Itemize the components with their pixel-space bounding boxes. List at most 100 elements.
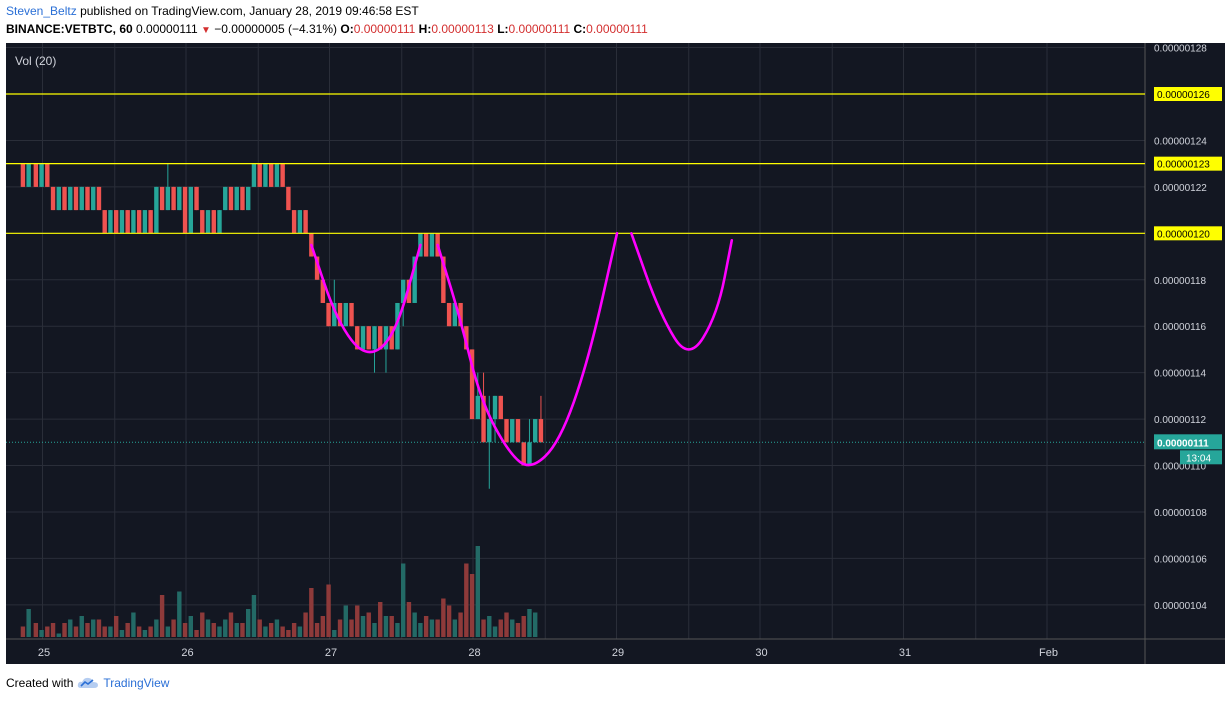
candle-body: [246, 186, 251, 211]
down-triangle-icon: ▼: [201, 25, 211, 36]
candle-body: [469, 349, 475, 420]
level-price-tag: [1154, 87, 1222, 101]
candle-body: [205, 210, 211, 234]
volume-bar: [286, 630, 291, 637]
author-link[interactable]: Steven_Beltz: [6, 4, 77, 18]
volume-bar: [435, 619, 440, 637]
volume-bar: [136, 626, 142, 637]
volume-bar: [446, 605, 452, 637]
volume-bar: [337, 619, 343, 637]
high-label: H:: [418, 22, 432, 36]
candle-body: [280, 163, 285, 187]
volume-bar: [452, 619, 458, 637]
candle-body: [412, 256, 417, 303]
countdown-tag: [1180, 450, 1222, 465]
volume-bar: [56, 633, 61, 637]
level-price-label: 0.00000120: [1157, 229, 1210, 240]
candle-body: [504, 419, 509, 443]
candle-body: [45, 163, 50, 187]
candle-body: [102, 210, 107, 234]
tradingview-cloud-icon: [78, 677, 99, 688]
volume-bar: [475, 546, 481, 637]
candle-body: [395, 302, 400, 350]
close-label: C:: [573, 22, 587, 36]
volume-bar: [217, 626, 222, 637]
candle-body: [131, 210, 136, 234]
y-tick-label: 0.00000108: [1154, 508, 1207, 519]
volume-bar: [45, 626, 50, 637]
candle-body: [521, 442, 526, 466]
candle-body: [56, 186, 61, 211]
open-value: 0.00000111: [353, 22, 416, 36]
candle-body: [320, 279, 326, 303]
tradingview-link[interactable]: TradingView: [103, 676, 170, 690]
volume-bar: [119, 630, 125, 637]
low-value: 0.00000111: [508, 22, 571, 36]
volume-bar: [113, 616, 119, 637]
volume-bar: [240, 623, 245, 637]
countdown-label: 13:04: [1186, 453, 1211, 464]
y-tick-label: 0.00000110: [1154, 462, 1207, 473]
volume-bar: [492, 626, 498, 637]
volume-bar: [125, 623, 130, 637]
level-price-label: 0.00000126: [1157, 90, 1210, 101]
level-price-label: 0.00000123: [1157, 160, 1210, 171]
candle-body: [378, 326, 383, 350]
volume-bar: [33, 623, 39, 637]
chart-background: [6, 43, 1225, 664]
volume-bar: [389, 616, 394, 637]
volume-bar: [332, 630, 337, 637]
volume-bar: [469, 574, 475, 637]
high-value: 0.00000113: [431, 22, 494, 36]
candle-body: [33, 163, 39, 187]
open-label: O:: [340, 22, 354, 36]
candle-body: [96, 186, 102, 211]
candle-body: [481, 395, 486, 443]
candle-body: [303, 210, 308, 234]
volume-bar: [498, 619, 503, 637]
volume-bar: [171, 619, 176, 637]
price-chart[interactable]: 0.00000126 0.00000123 0.00000120 0.00000128…: [6, 43, 1225, 664]
y-tick-label: 0.00000114: [1154, 369, 1207, 380]
published-text: published on TradingView.com, January 28…: [80, 4, 419, 18]
candle-body: [274, 163, 280, 187]
volume-bar: [228, 612, 234, 637]
y-tick-label: 0.00000112: [1154, 415, 1207, 426]
volume-bar: [429, 619, 435, 637]
candle-body: [91, 186, 96, 211]
candle-body: [200, 210, 205, 234]
volume-bar: [355, 605, 360, 637]
x-tick-label: 25: [38, 647, 50, 659]
volume-bar: [79, 616, 84, 637]
drawing-cup-left: [310, 243, 422, 354]
candle-body: [527, 442, 532, 466]
publish-info: Steven_Beltz published on TradingView.co…: [6, 4, 419, 18]
y-tick-label: 0.00000124: [1154, 136, 1207, 147]
candle-body: [366, 326, 371, 350]
candle-body: [234, 186, 239, 211]
candle-body: [291, 210, 297, 234]
volume-bar: [458, 612, 463, 637]
volume-bar: [320, 616, 326, 637]
volume-bar: [400, 563, 406, 637]
volume-bar: [211, 623, 216, 637]
current-price-label: 0.00000111: [1157, 438, 1209, 449]
volume-bar: [50, 623, 56, 637]
created-with-text: Created with: [6, 676, 74, 690]
x-tick-label: 28: [468, 647, 480, 659]
candle-body: [458, 302, 463, 327]
volume-bar: [423, 616, 429, 637]
volume-bar: [96, 619, 102, 637]
volume-bar: [62, 623, 67, 637]
candle-body: [314, 256, 320, 280]
candle-body: [85, 186, 90, 211]
volume-bar: [372, 623, 377, 637]
volume-bar: [39, 630, 44, 637]
volume-bar: [73, 626, 79, 637]
volume-bar: [188, 616, 194, 637]
volume-bar: [154, 619, 159, 637]
candle-body: [263, 163, 268, 187]
volume-bar: [268, 623, 274, 637]
candle-body: [343, 302, 348, 327]
volume-indicator-label: Vol (20): [15, 54, 56, 68]
